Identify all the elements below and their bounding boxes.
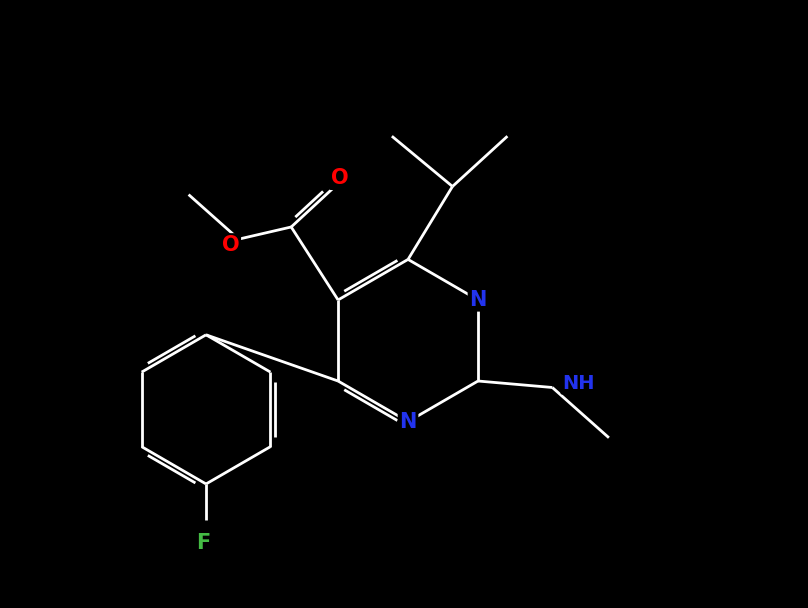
Text: O: O bbox=[221, 235, 239, 255]
Text: N: N bbox=[469, 290, 486, 310]
Text: N: N bbox=[399, 412, 417, 432]
Text: O: O bbox=[330, 168, 348, 188]
Text: F: F bbox=[196, 533, 211, 553]
Text: NH: NH bbox=[562, 374, 595, 393]
